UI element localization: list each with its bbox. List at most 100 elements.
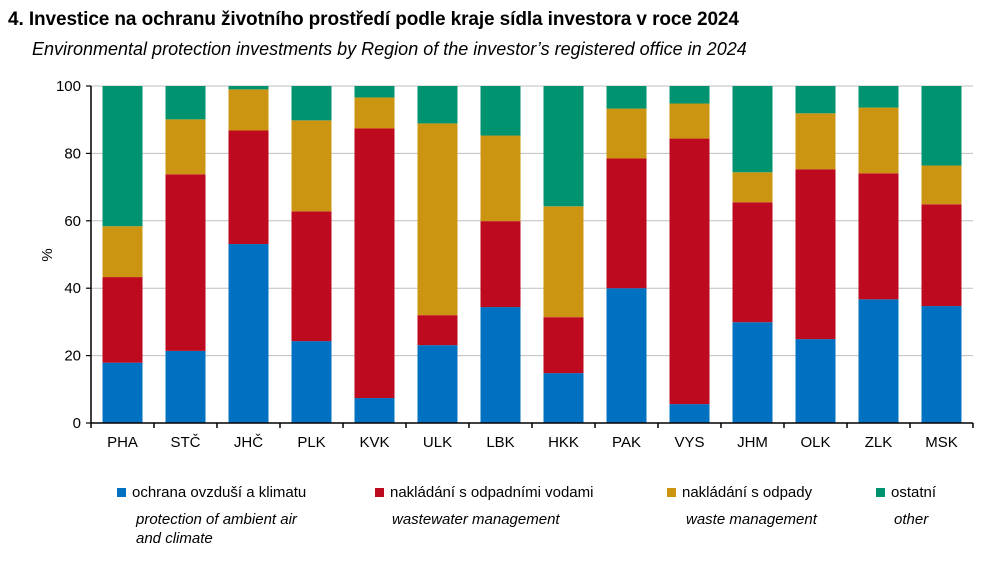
x-tick-label: HKK bbox=[548, 434, 579, 451]
bar-segment bbox=[543, 317, 584, 374]
bar-segment bbox=[732, 202, 773, 323]
bar-segment bbox=[921, 165, 962, 205]
bar-segment bbox=[480, 307, 521, 423]
bar-segment bbox=[354, 128, 395, 399]
x-tick-label: ULK bbox=[423, 434, 452, 451]
legend-label-cz: nakládání s odpady bbox=[682, 484, 813, 501]
bar-segment bbox=[795, 86, 836, 114]
bar-stack-olk bbox=[795, 86, 836, 423]
bar-segment bbox=[606, 86, 647, 109]
y-tick-label: 40 bbox=[64, 280, 81, 297]
bar-segment bbox=[228, 86, 269, 90]
bar-stack-pha bbox=[102, 86, 143, 423]
x-tick-label: PHA bbox=[107, 434, 138, 451]
legend-label-en: waste management bbox=[686, 511, 817, 528]
bar-segment bbox=[606, 158, 647, 289]
bar-segment bbox=[795, 339, 836, 423]
bar-segment bbox=[480, 135, 521, 222]
bar-segment bbox=[669, 103, 710, 139]
x-tick-label: PAK bbox=[612, 434, 641, 451]
bar-segment bbox=[606, 108, 647, 159]
legend-label-en: other bbox=[894, 511, 929, 528]
bar-segment bbox=[354, 97, 395, 129]
bar-segment bbox=[795, 169, 836, 340]
y-tick-label: 100 bbox=[56, 78, 81, 95]
bar-segment bbox=[858, 299, 899, 423]
y-axis-label: % bbox=[39, 248, 56, 261]
bar-segment bbox=[858, 173, 899, 300]
bar-segment bbox=[543, 206, 584, 318]
bar-segment bbox=[165, 174, 206, 351]
chart-subtitle: Environmental protection investments by … bbox=[32, 39, 747, 59]
stacked-bar-chart: 0 20 40 60 80 100 PHA STČ JHČ PLK KVK ULK LBK HKK PAK… bbox=[39, 78, 974, 451]
bar-segment bbox=[732, 172, 773, 203]
legend-label-cz: ostatní bbox=[891, 484, 937, 501]
bar-stack-zlk bbox=[858, 86, 899, 423]
legend-label-cz: nakládání s odpadními vodami bbox=[390, 484, 594, 501]
bar-segment bbox=[858, 86, 899, 108]
x-tick-label: OLK bbox=[800, 434, 830, 451]
bar-segment bbox=[669, 86, 710, 104]
bar-segment bbox=[480, 221, 521, 308]
x-tick-label: MSK bbox=[925, 434, 958, 451]
legend-swatch bbox=[876, 488, 885, 497]
bar-segment bbox=[354, 398, 395, 423]
bar-segment bbox=[291, 211, 332, 342]
x-tick-label: KVK bbox=[359, 434, 389, 451]
bar-stack-stč bbox=[165, 86, 206, 423]
bar-stack-plk bbox=[291, 86, 332, 423]
bar-stack-pak bbox=[606, 86, 647, 423]
bar-segment bbox=[102, 86, 143, 227]
legend-swatch bbox=[117, 488, 126, 497]
bar-segment bbox=[732, 86, 773, 173]
bar-segment bbox=[858, 107, 899, 174]
bar-stack-jhm bbox=[732, 86, 773, 423]
bar-segment bbox=[921, 204, 962, 307]
bar-stack-lbk bbox=[480, 86, 521, 423]
bar-segment bbox=[543, 86, 584, 207]
bar-segment bbox=[921, 306, 962, 423]
bar-segment bbox=[669, 138, 710, 405]
bar-segment bbox=[102, 277, 143, 363]
bar-segment bbox=[417, 315, 458, 346]
x-tick-label: STČ bbox=[171, 434, 201, 451]
bars bbox=[102, 86, 962, 423]
legend-label-en: wastewater management bbox=[392, 511, 560, 528]
bar-stack-msk bbox=[921, 86, 962, 423]
bar-segment bbox=[102, 362, 143, 423]
bar-segment bbox=[417, 86, 458, 124]
bar-segment bbox=[291, 86, 332, 121]
x-tick-labels: PHA STČ JHČ PLK KVK ULK LBK HKK PAK VYS JHM OLK ZLK M… bbox=[107, 434, 958, 451]
bar-segment bbox=[228, 89, 269, 131]
bar-segment bbox=[669, 404, 710, 423]
x-tick-label: LBK bbox=[486, 434, 514, 451]
y-tick-label: 20 bbox=[64, 348, 81, 365]
gridlines bbox=[91, 85, 973, 357]
legend-label-en: protection of ambient air and climate bbox=[136, 511, 297, 547]
x-tick-label: JHČ bbox=[234, 434, 263, 451]
legend: ochrana ovzduší a klimatu protection of a… bbox=[0, 484, 1004, 554]
bar-segment bbox=[291, 120, 332, 212]
bar-segment bbox=[606, 288, 647, 423]
legend-label-cz: ochrana ovzduší a klimatu bbox=[132, 484, 307, 501]
x-tick-label: ZLK bbox=[865, 434, 893, 451]
bar-segment bbox=[165, 350, 206, 423]
bar-segment bbox=[228, 130, 269, 245]
x-tick-label: PLK bbox=[297, 434, 325, 451]
bar-segment bbox=[291, 341, 332, 423]
bar-segment bbox=[417, 345, 458, 423]
x-tick-label: JHM bbox=[737, 434, 768, 451]
bar-segment bbox=[354, 86, 395, 98]
bar-stack-jhč bbox=[228, 86, 269, 423]
bar-segment bbox=[102, 226, 143, 278]
bar-segment bbox=[165, 119, 206, 175]
y-tick-label: 60 bbox=[64, 213, 81, 230]
bar-stack-hkk bbox=[543, 86, 584, 423]
bar-segment bbox=[165, 86, 206, 120]
bar-segment bbox=[417, 123, 458, 316]
bar-segment bbox=[921, 86, 962, 166]
axes bbox=[86, 85, 974, 428]
y-tick-labels: 0 20 40 60 80 100 bbox=[56, 78, 81, 432]
bar-segment bbox=[795, 113, 836, 170]
bar-segment bbox=[543, 373, 584, 423]
